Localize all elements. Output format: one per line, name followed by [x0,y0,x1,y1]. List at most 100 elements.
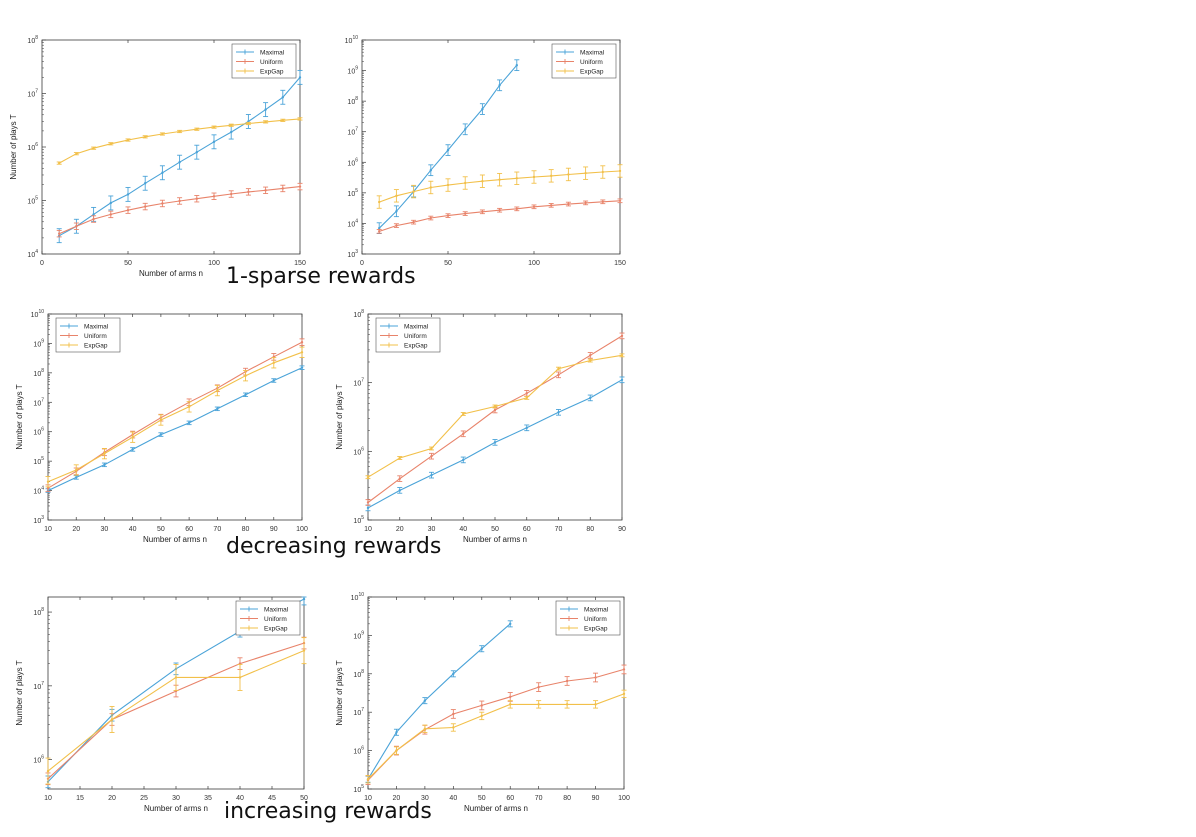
legend-label: Uniform [584,616,607,623]
data-point [195,128,198,131]
y-tick-exponent: 6 [41,755,44,761]
data-point [493,441,497,444]
legend-label: Uniform [260,59,283,66]
legend-label: Uniform [580,59,603,66]
data-point [92,213,95,216]
data-point [584,201,587,205]
data-point [594,676,597,679]
data-point [230,130,233,134]
legend-label: ExpGap [264,626,288,633]
data-point [103,463,106,467]
data-point [75,152,78,155]
y-tick-label: 1010 [351,592,365,602]
x-tick-label: 30 [172,795,180,802]
data-point [480,714,483,718]
data-point [498,209,501,212]
data-point [584,171,587,175]
data-point [430,447,433,450]
y-tick-label: 107 [27,89,38,99]
legend-label: Maximal [84,324,109,331]
data-point [187,405,191,409]
data-point [187,421,191,425]
y-tick-label: 106 [27,142,38,152]
x-tick-label: 0 [360,260,364,267]
y-tick-exponent: 5 [361,784,364,790]
data-point [159,418,163,422]
y-tick-exponent: 10 [352,35,358,41]
y-tick-label: 107 [33,681,44,691]
data-point [46,480,50,483]
data-point [230,192,233,196]
data-point [126,193,130,196]
x-tick-label: 15 [76,795,84,802]
data-point [75,476,78,479]
x-axis-label: Number of arms n [144,804,208,813]
data-point [109,142,113,145]
data-point [620,354,624,357]
legend-label: Maximal [580,50,605,57]
y-tick-exponent: 6 [361,446,364,452]
legend-label: Maximal [584,607,609,614]
y-tick-exponent: 9 [41,338,44,344]
y-tick-exponent: 8 [41,368,44,374]
data-point [110,718,114,721]
data-point [398,456,401,460]
y-tick-label: 107 [353,378,364,388]
data-point [464,181,467,185]
data-point [144,182,147,185]
y-tick-label: 108 [353,309,364,319]
series-line-maximal [47,367,303,492]
data-point [247,190,250,194]
data-point [481,210,484,214]
x-tick-label: 30 [421,795,429,802]
series-line-expgap [367,693,625,780]
data-point [557,411,560,414]
data-point [525,396,528,400]
data-point [589,354,592,357]
y-tick-label: 1010 [345,35,359,45]
data-point [493,408,497,412]
data-point [300,341,304,344]
x-tick-label: 45 [268,795,276,802]
y-tick-label: 107 [353,707,364,717]
data-point [178,160,181,164]
y-tick-exponent: 4 [41,486,44,492]
data-point [452,672,455,675]
data-point [302,597,306,601]
x-tick-label: 40 [236,795,244,802]
data-point [238,676,242,679]
data-point [366,476,370,479]
data-point [509,703,512,706]
data-point [515,177,518,180]
legend-label: Maximal [264,607,289,614]
x-tick-label: 60 [506,795,514,802]
x-tick-label: 40 [449,795,457,802]
data-point [537,685,540,689]
x-tick-label: 80 [586,526,594,533]
y-axis-label: Number of plays T [15,660,24,725]
data-point [480,704,483,707]
y-tick-exponent: 7 [361,707,364,713]
x-tick-label: 90 [618,526,626,533]
y-tick-exponent: 9 [361,630,364,636]
legend-label: Uniform [404,333,427,340]
y-tick-exponent: 8 [361,669,364,675]
data-point [366,506,370,510]
x-tick-label: 80 [242,526,250,533]
x-tick-label: 10 [44,526,52,533]
y-tick-label: 104 [27,249,38,259]
y-tick-exponent: 5 [355,188,358,194]
data-point [216,407,219,411]
data-point [92,146,95,150]
x-tick-label: 20 [393,795,401,802]
y-tick-label: 103 [33,515,44,525]
data-point [395,749,398,752]
y-tick-label: 105 [353,515,364,525]
series-line-expgap [47,351,303,483]
y-tick-label: 106 [33,427,44,437]
x-tick-label: 35 [204,795,212,802]
data-point [92,217,95,221]
data-point [567,173,570,176]
data-point [298,185,302,188]
data-point [462,432,465,436]
